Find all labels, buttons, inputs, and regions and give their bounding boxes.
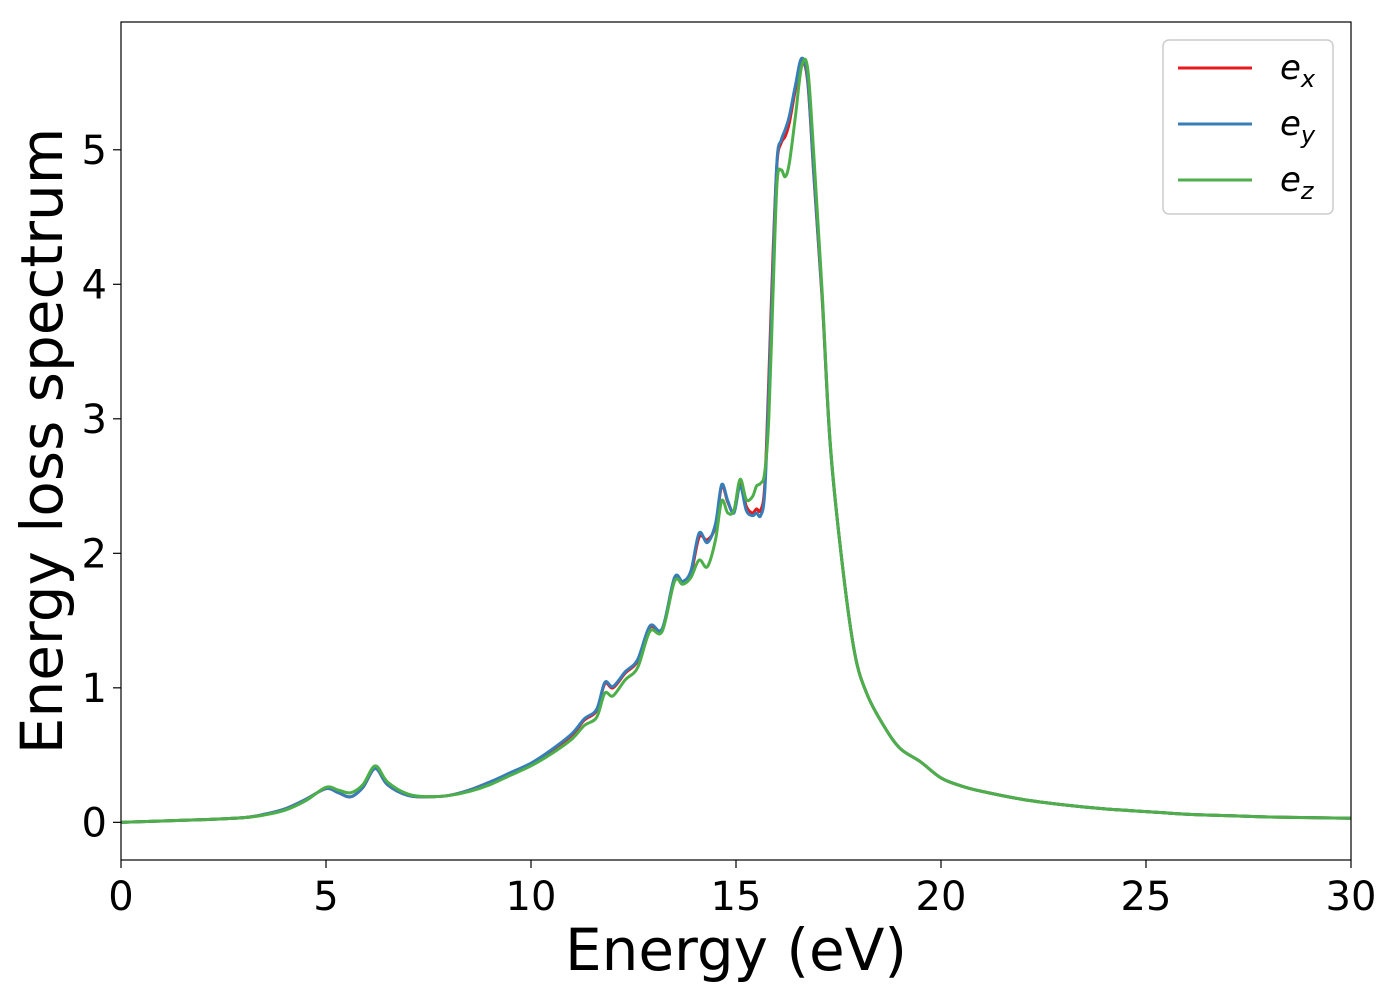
legend-label-ex: ex [1280, 48, 1316, 93]
y-tick-label: 3 [82, 397, 107, 443]
legend-label-ey: ey [1280, 104, 1316, 149]
y-tick-label: 2 [82, 531, 107, 577]
y-tick-label: 4 [82, 262, 107, 308]
x-tick-label: 25 [1121, 874, 1172, 920]
legend-box [1162, 39, 1334, 215]
x-tick-label: 5 [313, 874, 338, 920]
x-tick-label: 0 [108, 874, 133, 920]
y-axis-ticks: 0 1 2 3 4 5 [82, 128, 121, 846]
x-tick-label: 10 [506, 874, 557, 920]
x-tick-label: 15 [711, 874, 762, 920]
y-tick-label: 0 [82, 800, 107, 846]
y-tick-label: 5 [82, 128, 107, 174]
y-axis-label: Energy loss spectrum [8, 128, 76, 754]
x-tick-label: 30 [1326, 874, 1377, 920]
legend: ex ey ez [1162, 39, 1334, 215]
legend-label-ez: ez [1280, 160, 1315, 205]
series-line-ez [121, 57, 1351, 824]
plot-area [121, 56, 1351, 824]
x-axis-label: Energy (eV) [565, 916, 907, 984]
y-tick-label: 1 [82, 666, 107, 712]
x-axis-ticks: 0 5 10 15 20 25 30 [108, 860, 1376, 920]
x-tick-label: 20 [916, 874, 967, 920]
